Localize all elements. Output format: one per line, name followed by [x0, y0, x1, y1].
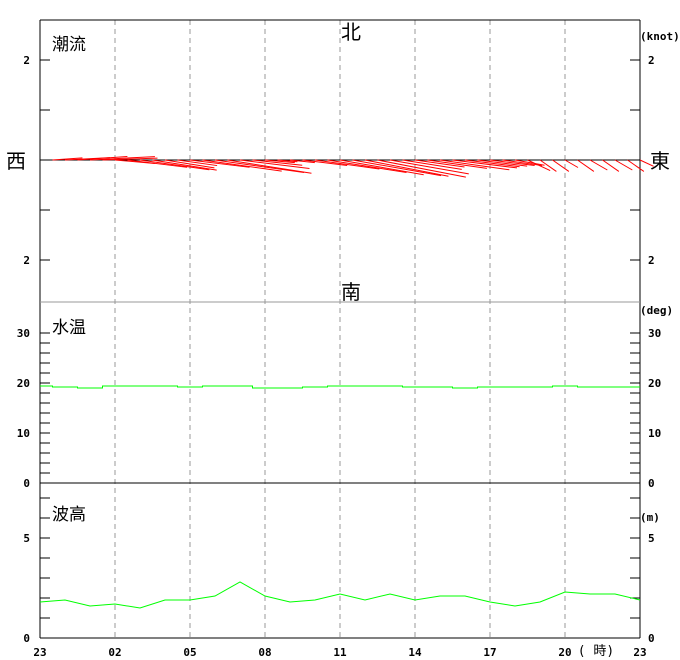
current-stick	[539, 159, 557, 172]
x-tick-label: 11	[333, 646, 347, 659]
y-tick-label-right: 10	[648, 427, 661, 440]
current-stick	[377, 159, 466, 178]
current-stick	[152, 159, 217, 171]
compass-east: 東	[650, 149, 670, 173]
current-stick	[502, 159, 543, 167]
y-axis-labels: 2 2 2 2 30 30 20 20 10 10 0 0 5 5 0 0	[17, 54, 662, 645]
current-stick	[177, 159, 218, 167]
current-stick	[277, 159, 298, 163]
current-stick	[602, 159, 620, 172]
current-stick	[202, 159, 282, 172]
y-tick-label-right: 0	[648, 477, 655, 490]
current-stick	[364, 159, 449, 177]
current-unit-label: (knot)	[640, 30, 680, 43]
current-stick	[389, 159, 469, 175]
y-tick-label-right: 20	[648, 377, 661, 390]
x-tick-label: 05	[183, 646, 196, 659]
current-stick	[614, 159, 633, 171]
y-tick-label-left: 30	[17, 327, 30, 340]
compass-west: 西	[6, 149, 26, 173]
current-stick	[439, 159, 510, 171]
compass-north: 北	[341, 20, 361, 44]
current-stick	[477, 159, 528, 167]
wave-panel-title: 波高	[52, 505, 86, 525]
current-stick	[214, 159, 305, 174]
current-stick	[239, 159, 310, 170]
x-axis-unit-label: ( 時)	[578, 644, 614, 659]
y-tick-label-left: 2	[23, 54, 30, 67]
current-stick	[639, 159, 654, 167]
x-tick-label: 23	[633, 646, 646, 659]
current-stick	[127, 159, 188, 168]
current-stick	[464, 159, 520, 168]
current-stick	[552, 159, 570, 172]
current-stick	[102, 157, 158, 161]
current-stick	[489, 159, 535, 166]
x-tick-label: 02	[108, 646, 121, 659]
y-tick-label-left: 20	[17, 377, 30, 390]
x-tick-label: 23	[33, 646, 46, 659]
current-stick	[414, 159, 465, 168]
current-stick	[564, 159, 579, 168]
water-temperature-line	[40, 385, 640, 389]
current-stick	[289, 159, 315, 164]
current-stick	[252, 159, 303, 166]
current-stick	[189, 159, 250, 168]
current-stick	[302, 159, 348, 166]
current-stick	[514, 159, 545, 166]
y-tick-label-left: 0	[23, 632, 30, 645]
current-stick	[527, 159, 551, 172]
y-tick-label-left: 2	[23, 254, 30, 267]
y-tick-label-left: 5	[23, 532, 30, 545]
x-tick-label: 08	[258, 646, 271, 659]
current-stick	[52, 157, 83, 161]
y-tick-label-right: 5	[648, 532, 655, 545]
time-grid	[114, 20, 566, 638]
current-sticks	[52, 156, 654, 178]
x-tick-label: 20	[558, 646, 571, 659]
current-stick	[402, 159, 462, 170]
current-stick	[327, 159, 407, 174]
current-stick	[577, 159, 595, 172]
current-stick	[589, 159, 608, 171]
x-axis-labels: 23 02 05 08 11 14 17 20 23	[33, 646, 646, 659]
y-axis-ticks	[40, 59, 640, 619]
current-stick	[452, 159, 518, 169]
temperature-unit-label: (deg)	[640, 304, 673, 317]
current-stick	[227, 159, 312, 174]
current-stick	[352, 159, 442, 177]
current-stick	[264, 159, 295, 164]
y-tick-label-left: 10	[17, 427, 30, 440]
y-tick-label-right: 2	[648, 54, 655, 67]
wave-unit-label: (m)	[640, 511, 660, 524]
current-stick	[89, 156, 155, 161]
x-tick-label: 17	[483, 646, 496, 659]
x-tick-label: 14	[408, 646, 422, 659]
temperature-panel-title: 水温	[52, 318, 86, 338]
current-stick	[627, 159, 645, 172]
current-stick	[339, 159, 424, 176]
y-tick-label-right: 0	[648, 632, 655, 645]
current-stick	[314, 159, 380, 170]
y-tick-label-right: 30	[648, 327, 661, 340]
current-stick	[427, 159, 487, 169]
current-stick	[77, 156, 128, 161]
current-stick	[139, 159, 210, 171]
current-panel-title: 潮流	[52, 35, 86, 55]
y-tick-label-right: 2	[648, 254, 655, 267]
compass-south: 南	[341, 280, 361, 304]
current-stick	[164, 159, 215, 169]
wave-height-line	[39, 581, 641, 609]
y-tick-label-left: 0	[23, 477, 30, 490]
